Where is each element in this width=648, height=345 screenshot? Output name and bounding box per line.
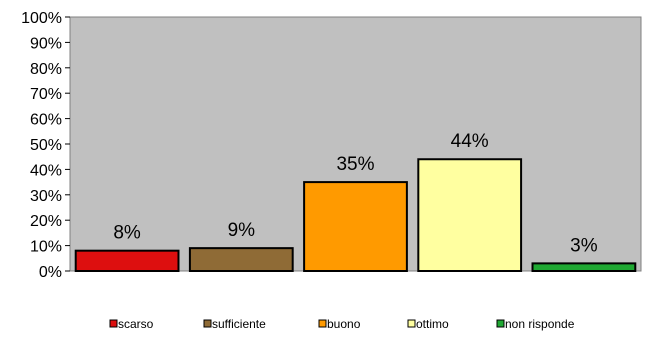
- legend-swatch: [203, 319, 212, 328]
- legend-label: buono: [327, 317, 361, 331]
- legend-label: sufficiente: [212, 317, 266, 331]
- bars: [74, 158, 637, 273]
- bar-scarso: [74, 249, 180, 272]
- legend-label: non risponde: [505, 317, 575, 331]
- y-tick-label: 90%: [30, 35, 62, 52]
- legend-swatch: [496, 319, 505, 328]
- y-tick-label: 60%: [30, 112, 62, 129]
- data-label: 35%: [336, 154, 374, 175]
- y-tick-label: 100%: [21, 10, 62, 27]
- bar-non-risponde: [531, 262, 637, 273]
- legend-swatch: [407, 319, 416, 328]
- y-tick-label: 40%: [30, 162, 62, 179]
- legend: scarso sufficiente buono ottimo non risponde: [109, 317, 575, 331]
- y-tick-label: 0%: [39, 264, 62, 281]
- y-tick-label: 80%: [30, 61, 62, 78]
- y-tick-label: 50%: [30, 137, 62, 154]
- data-label: 3%: [570, 235, 598, 256]
- data-labels: 8% 9% 35% 44% 3%: [113, 131, 597, 256]
- legend-label: ottimo: [416, 317, 449, 331]
- legend-label: scarso: [118, 317, 154, 331]
- y-tick-label: 10%: [30, 239, 62, 256]
- data-label: 44%: [451, 131, 489, 152]
- legend-swatch: [109, 319, 118, 328]
- bar-buono: [303, 181, 408, 273]
- bar-sufficiente: [188, 247, 294, 272]
- y-tick-label: 70%: [30, 86, 62, 103]
- data-label: 8%: [113, 223, 141, 244]
- y-tick-label: 30%: [30, 188, 62, 205]
- data-label: 9%: [228, 220, 256, 241]
- y-tick-label: 20%: [30, 213, 62, 230]
- legend-swatch: [318, 319, 327, 328]
- bar-ottimo: [417, 158, 523, 273]
- y-axis: 0% 10% 20% 30% 40% 50% 60% 70% 80% 90% 100%: [21, 10, 70, 281]
